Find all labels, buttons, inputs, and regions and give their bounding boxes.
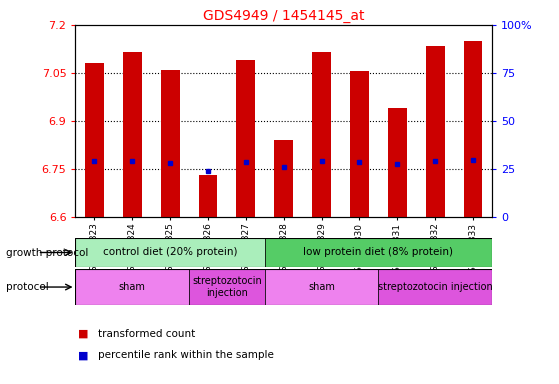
Bar <box>274 140 293 217</box>
Text: streptozotocin
injection: streptozotocin injection <box>192 276 262 298</box>
Bar <box>388 108 407 217</box>
Text: transformed count: transformed count <box>98 329 195 339</box>
Bar <box>85 63 104 217</box>
Text: percentile rank within the sample: percentile rank within the sample <box>98 350 274 360</box>
Bar <box>265 238 492 267</box>
Bar <box>198 175 217 217</box>
Title: GDS4949 / 1454145_at: GDS4949 / 1454145_at <box>203 8 364 23</box>
Text: growth protocol: growth protocol <box>6 248 88 258</box>
Bar <box>189 269 265 305</box>
Text: ■: ■ <box>78 329 89 339</box>
Text: low protein diet (8% protein): low protein diet (8% protein) <box>304 247 453 258</box>
Bar <box>265 269 378 305</box>
Bar <box>75 269 189 305</box>
Text: protocol: protocol <box>6 282 48 292</box>
Bar <box>425 46 444 217</box>
Bar <box>463 41 482 217</box>
Bar <box>160 70 179 217</box>
Text: sham: sham <box>308 282 335 292</box>
Text: ■: ■ <box>78 350 89 360</box>
Bar <box>123 52 142 217</box>
Bar <box>312 52 331 217</box>
Bar <box>236 60 255 217</box>
Bar <box>350 71 369 217</box>
Bar <box>378 269 492 305</box>
Text: sham: sham <box>119 282 146 292</box>
Bar <box>75 238 265 267</box>
Text: streptozotocin injection: streptozotocin injection <box>378 282 492 292</box>
Text: control diet (20% protein): control diet (20% protein) <box>103 247 238 258</box>
